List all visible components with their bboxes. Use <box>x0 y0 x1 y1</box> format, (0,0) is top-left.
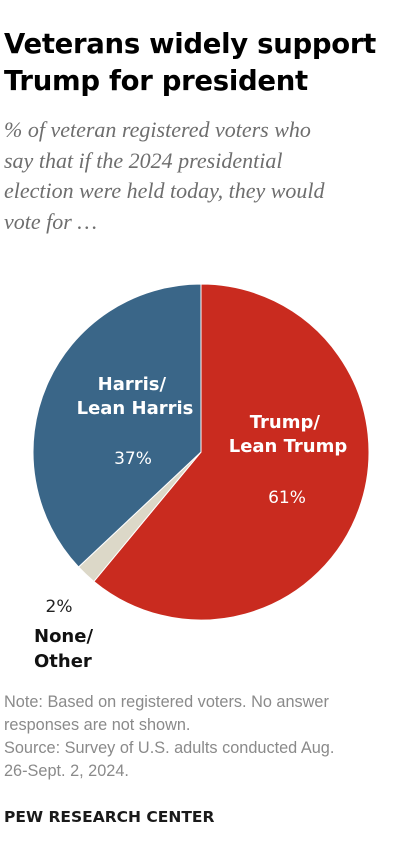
chart-subtitle-line: vote for … <box>4 208 97 234</box>
slice-label-line: Trump/ <box>250 412 321 433</box>
chart-title: Veterans widely support Trump for presid… <box>4 26 396 100</box>
chart-title-line: Trump for president <box>4 65 308 97</box>
slice-value-trump: 61% <box>268 488 306 508</box>
slice-label-line: Harris/ <box>98 374 167 395</box>
note-line: responses are not shown. <box>4 716 191 734</box>
slice-label-line: Lean Trump <box>229 436 348 457</box>
slice-label-harris: Harris/ Lean Harris <box>77 374 194 419</box>
brand-footer: PEW RESEARCH CENTER <box>4 808 215 826</box>
note-line: Note: Based on registered voters. No ans… <box>4 693 329 711</box>
chart-subtitle-line: say that if the 2024 presidential <box>4 147 283 173</box>
pie-slice-harris <box>32 283 202 568</box>
chart-note: Note: Based on registered voters. No ans… <box>4 691 398 783</box>
slice-value-harris: 37% <box>114 449 152 469</box>
source-line: 26-Sept. 2, 2024. <box>4 762 129 780</box>
chart-subtitle: % of veteran registered voters who say t… <box>4 115 396 237</box>
slice-label-trump: Trump/ Lean Trump <box>229 412 348 457</box>
slice-label-line: Other <box>34 651 92 672</box>
pie-chart: Trump/ Lean Trump 61% Harris/ Lean Harri… <box>32 283 370 672</box>
chart-title-line: Veterans widely support <box>4 28 376 60</box>
source-line: Source: Survey of U.S. adults conducted … <box>4 739 335 757</box>
chart-subtitle-line: election were held today, they would <box>4 178 325 203</box>
pie-slice-trump <box>93 283 370 621</box>
slice-label-line: None/ <box>34 626 93 647</box>
slice-label-none-other: None/ Other <box>34 626 99 672</box>
chart-subtitle-line: % of veteran registered voters who <box>4 117 311 142</box>
slice-label-line: Lean Harris <box>77 398 194 419</box>
slice-value-none-other: 2% <box>46 597 73 617</box>
